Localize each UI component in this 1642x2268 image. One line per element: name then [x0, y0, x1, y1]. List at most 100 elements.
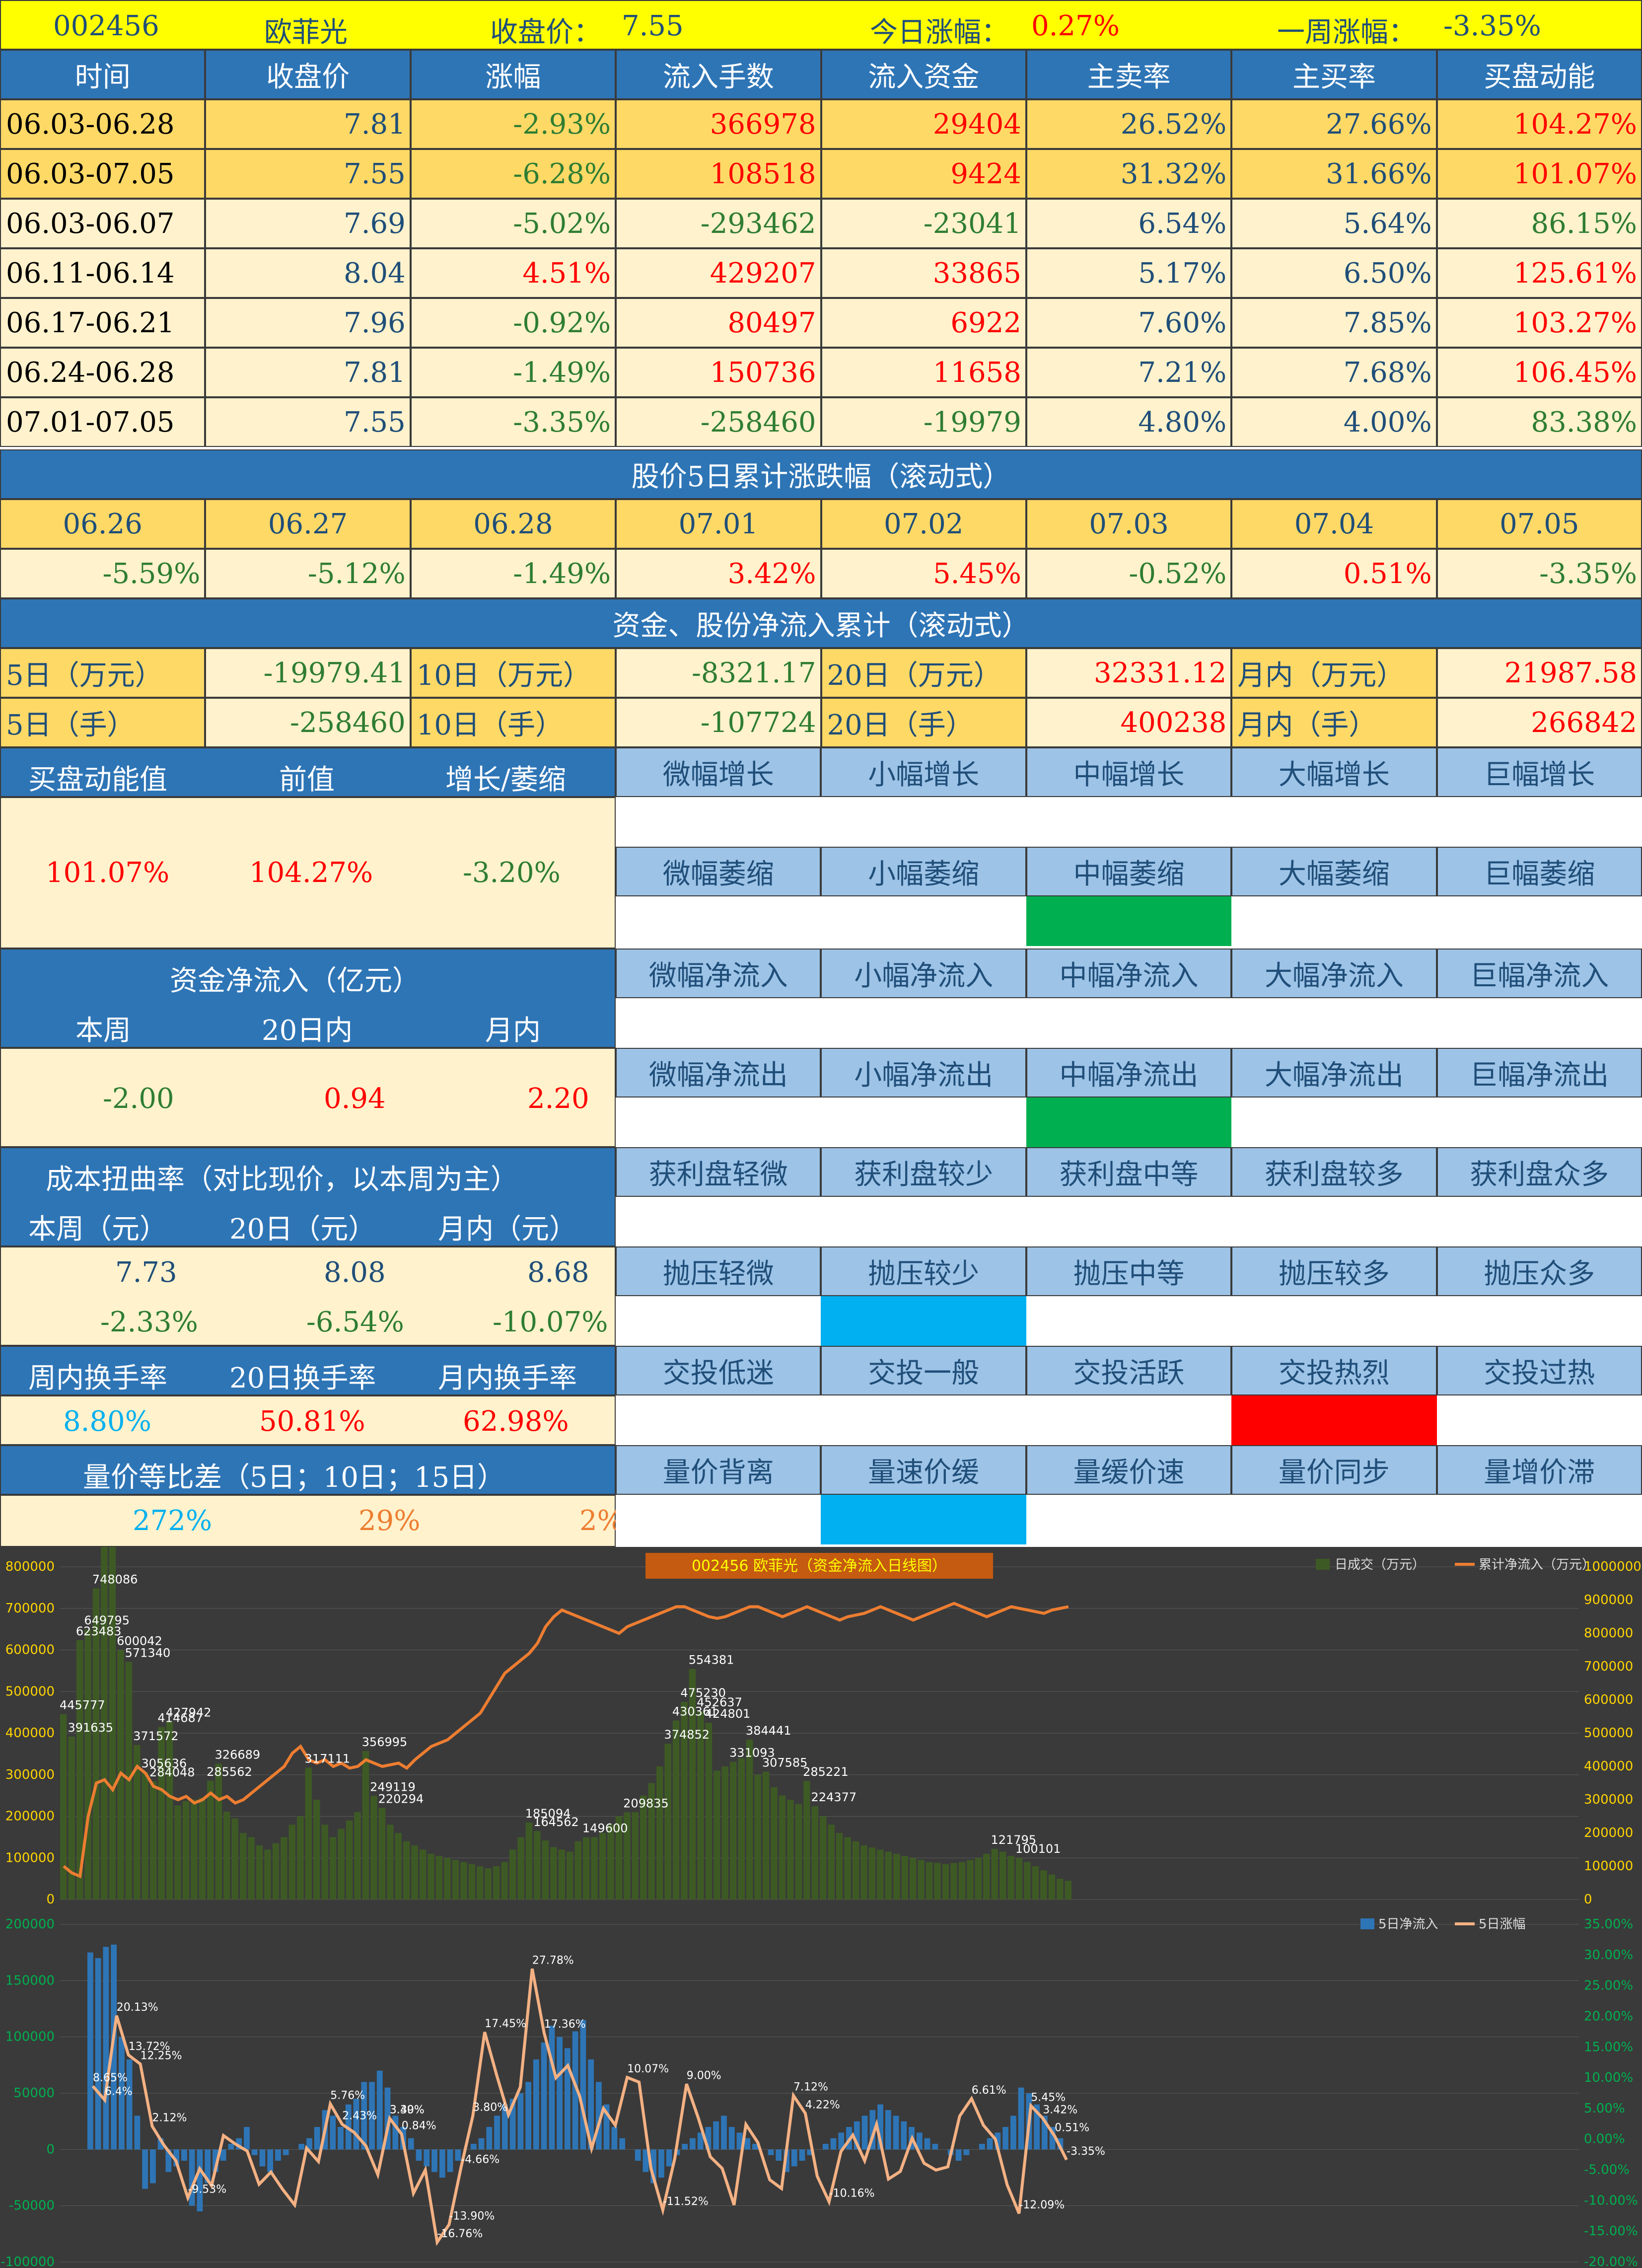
netflow-bar	[682, 2144, 688, 2150]
volume-bar	[525, 1822, 533, 1900]
netflow-title-row: 资金、股份净流入累计（滚动式）	[0, 598, 1642, 648]
netflow-bar	[822, 2144, 829, 2150]
turnover-h2: 20日换手率	[229, 1362, 376, 1394]
volume-bar	[68, 1737, 75, 1900]
volume-bar	[942, 1864, 949, 1900]
table-cell: 6.50%	[1231, 248, 1437, 298]
volume-bar	[517, 1837, 524, 1900]
table-cell: 7.60%	[1026, 298, 1232, 348]
vpdiff-values: 272% 29% 2%	[0, 1495, 624, 1547]
table-cell: 150736	[616, 348, 821, 397]
netflow-row2: 5日（手） -258460 10日（手） -107724 20日（手） 400238 月内（…	[0, 698, 1642, 747]
indicator-slot	[1026, 1395, 1232, 1445]
indicator-active-fill	[1231, 1395, 1437, 1445]
netflow-label: 5日（手）	[0, 698, 206, 747]
data-label: 317111	[305, 1752, 351, 1765]
netflow-bar	[384, 2087, 391, 2150]
indicator-label: 小幅净流出	[821, 1048, 1026, 1097]
volume-bar	[281, 1837, 287, 1900]
table-cell: 7.21%	[1026, 348, 1232, 397]
y-tick-left: 800000	[5, 1559, 55, 1574]
data-label: 5.76%	[330, 2090, 365, 2102]
table-cell: 29404	[821, 99, 1026, 149]
table-row: 07.01-07.05 7.55 -3.35% -258460 -19979 4.80% 4…	[0, 397, 1642, 447]
y-tick-right: 25.00%	[1584, 1978, 1633, 1993]
indicator-slot	[1026, 797, 1232, 847]
volume-bar	[60, 1714, 67, 1900]
netflow-bar	[408, 2138, 414, 2150]
momentum-change: -3.20%	[463, 857, 561, 889]
table-cell: 8.04	[205, 248, 411, 298]
volume-bar	[166, 1721, 173, 1900]
netflow-bar	[173, 2149, 180, 2167]
netflow-bar	[134, 2116, 141, 2150]
weekly-table-header: 时间 收盘价 涨幅 流入手数 流入资金 主卖率 主买率 买盘动能	[0, 50, 1642, 99]
cost-h1: 本周（元）	[28, 1213, 167, 1245]
netflow-label: 月内（手）	[1231, 698, 1437, 747]
netflow-bar	[533, 2059, 539, 2150]
netflow-value: 266842	[1436, 698, 1642, 747]
y-tick-right: 900000	[1584, 1593, 1633, 1608]
netflow-bar	[424, 2149, 430, 2167]
fund-h1: 本周	[75, 1015, 131, 1047]
rolling5-date: 07.04	[1231, 499, 1437, 549]
volume-bar	[468, 1864, 476, 1900]
rolling5-date: 06.26	[0, 499, 206, 549]
y-tick-left: -50000	[9, 2198, 55, 2213]
indicator-label: 巨幅净流入	[1436, 949, 1642, 998]
data-label: 285221	[803, 1765, 849, 1779]
volume-bar	[485, 1868, 492, 1900]
momentum-h3: 增长/萎缩	[445, 764, 566, 796]
y-tick-left: 600000	[5, 1643, 55, 1658]
netflow-bar	[1034, 2104, 1040, 2150]
netflow-bar	[205, 2149, 211, 2184]
cost-title: 成本扭曲率（对比现价，以本周为主）	[46, 1164, 518, 1196]
volume-bar	[632, 1812, 639, 1900]
volume-bar	[991, 1848, 998, 1900]
netflow-bar	[987, 2138, 993, 2150]
netflow-bar	[369, 2082, 375, 2150]
netflow-bar	[713, 2121, 719, 2150]
netflow-bar	[525, 2082, 531, 2150]
netflow-bar	[557, 2037, 563, 2150]
volume-bar	[542, 1840, 549, 1900]
volume-bar	[746, 1740, 753, 1900]
y-tick-right: 30.00%	[1584, 1948, 1633, 1963]
data-label: 374852	[664, 1728, 710, 1742]
netflow-bar	[963, 2149, 970, 2155]
data-label: 185094	[525, 1807, 571, 1821]
y-tick-right: 600000	[1584, 1692, 1633, 1707]
table-cell: 103.27%	[1436, 298, 1642, 348]
volume-bar	[174, 1805, 181, 1900]
netflow-label: 20日（万元）	[821, 648, 1026, 698]
volume-bar	[730, 1761, 737, 1900]
data-label: -9.53%	[188, 2184, 226, 2196]
netflow-label: 10日（万元）	[410, 648, 616, 698]
y-tick-right: 1000000	[1584, 1559, 1642, 1574]
data-label: 391635	[68, 1721, 113, 1735]
netflow-bar	[87, 1952, 93, 2150]
column-header: 买盘动能	[1436, 50, 1642, 99]
indicator-active-fill	[1026, 1097, 1232, 1147]
volume-bar	[795, 1804, 802, 1900]
netflow-bar	[126, 2059, 133, 2150]
data-label: 10.07%	[627, 2063, 669, 2075]
volume-bar	[362, 1751, 369, 1900]
volume-bar	[934, 1863, 941, 1900]
data-label: -13.90%	[449, 2210, 495, 2223]
volume-bar	[803, 1781, 810, 1900]
data-label: -11.52%	[663, 2195, 709, 2208]
netflow-bar	[338, 2127, 344, 2150]
indicator-label: 小幅净流入	[821, 949, 1026, 998]
data-label: 475230	[680, 1686, 726, 1700]
indicator-active-fill	[821, 1296, 1026, 1346]
netflow-bar	[721, 2116, 727, 2150]
netflow-value: 21987.58	[1436, 648, 1642, 698]
data-label: 17.45%	[485, 2018, 526, 2030]
data-label: 0.84%	[402, 2120, 436, 2132]
netflow-bar	[666, 2149, 672, 2167]
data-label: 5.45%	[1031, 2091, 1066, 2104]
volume-bar	[648, 1783, 655, 1900]
y-tick-left: 50000	[13, 2086, 55, 2101]
indicator-slot	[616, 1097, 821, 1147]
